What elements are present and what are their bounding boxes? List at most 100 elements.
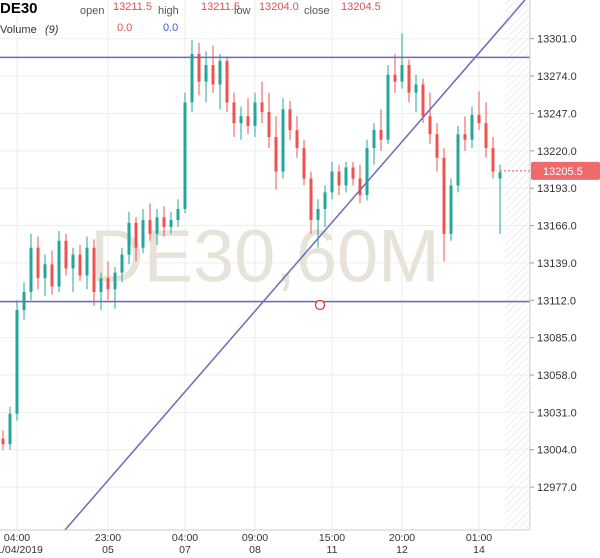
candle-body: [36, 247, 40, 279]
y-tick-label: 13085.0: [537, 333, 577, 345]
candle-body: [64, 240, 68, 269]
price-label: 13205.5: [543, 166, 583, 178]
candle-body: [148, 220, 152, 234]
y-tick-label: 13166.0: [537, 221, 577, 233]
candle-body: [421, 84, 425, 117]
candle-body: [295, 130, 299, 149]
value: 0.0: [163, 22, 178, 34]
label: (9): [45, 24, 59, 36]
candle-body: [351, 167, 355, 179]
x-tick-label: 09:00: [242, 532, 268, 544]
label: high: [158, 5, 179, 17]
y-tick-label: 13301.0: [537, 34, 577, 46]
candle-body: [50, 264, 54, 287]
value: 13211.5: [201, 1, 240, 13]
value: 13204.0: [259, 1, 299, 13]
candle-body: [239, 116, 243, 124]
y-tick-label: 13058.0: [537, 370, 577, 382]
candle-body: [365, 148, 369, 196]
candle-body: [169, 220, 173, 227]
candle-body: [386, 74, 390, 140]
candle-body: [435, 134, 439, 158]
price-badge: [531, 161, 600, 180]
candle-body: [190, 53, 194, 103]
x-tick-label: 01:00: [466, 532, 492, 544]
anchor-handle[interactable]: [314, 299, 326, 311]
y-tick-label: 13004.0: [537, 445, 577, 457]
candle-body: [274, 136, 278, 172]
future-zone: [505, 0, 530, 530]
candle-body: [267, 112, 271, 137]
y-tick-label: 13112.0: [537, 295, 576, 307]
trend-line: [64, 0, 526, 531]
candle-body: [498, 172, 502, 179]
candle-body: [379, 130, 383, 140]
x-tick-label: 05: [102, 544, 114, 556]
x-tick-label: 07: [179, 544, 191, 556]
candle-body: [463, 134, 467, 140]
candle-body: [337, 171, 341, 186]
candle-body: [393, 74, 397, 82]
candle-body: [442, 157, 446, 234]
candle-body: [134, 222, 138, 248]
candle-body: [113, 272, 117, 290]
watermark: DE30,60M: [90, 215, 440, 298]
candle-body: [162, 217, 166, 227]
candle-body: [183, 102, 187, 209]
candle-body: [288, 109, 292, 131]
candle-body: [197, 53, 201, 82]
candle-body: [260, 102, 264, 113]
symbol: DE30: [0, 0, 38, 17]
x-tick-label: 08: [249, 544, 261, 556]
candle-body: [456, 134, 460, 186]
candle-body: [477, 114, 481, 124]
candle-body: [407, 65, 411, 93]
candle-body: [491, 148, 495, 172]
candle-body: [225, 60, 229, 103]
candle-body: [120, 254, 124, 273]
candle-body: [78, 254, 82, 276]
candle-body: [309, 178, 313, 221]
candle-body: [211, 65, 215, 85]
label: low: [234, 5, 251, 17]
candle-body: [57, 240, 61, 287]
candle-body: [470, 114, 474, 140]
label: open: [80, 5, 104, 17]
y-tick-label: 13247.0: [537, 108, 577, 120]
value: 13211.5: [113, 1, 152, 13]
candle-body: [281, 109, 285, 172]
y-tick-label: 13274.0: [537, 71, 577, 83]
candle-body: [344, 167, 348, 186]
candle-body: [43, 264, 47, 279]
header: DE30 open 13211.5 high 13211.5 low 13204…: [0, 0, 381, 36]
value: 13204.5: [341, 1, 381, 13]
candle-body: [141, 220, 145, 248]
candle-body: [127, 222, 131, 255]
x-tick-label: 11: [327, 544, 338, 556]
x-tick-label: 14: [473, 544, 485, 556]
candle-body: [358, 178, 362, 196]
candle-body: [414, 84, 418, 93]
candle-body: [330, 171, 334, 193]
candle-body: [1, 438, 5, 445]
candle-body: [400, 65, 404, 82]
y-tick-label: 13139.0: [537, 258, 577, 270]
x-tick-label: 04:00: [172, 532, 198, 544]
candle-body: [232, 102, 236, 124]
candle-body: [15, 309, 19, 414]
candle-body: [316, 208, 320, 221]
x-tick-label: 23:00: [95, 532, 121, 544]
candle-body: [302, 148, 306, 179]
candle-body: [106, 278, 110, 290]
candle-body: [85, 247, 89, 276]
candle-body: [204, 65, 208, 82]
candle-body: [71, 254, 75, 269]
candle-body: [372, 130, 376, 149]
candle-body: [246, 116, 250, 126]
x-tick-label: 20:00: [389, 532, 415, 544]
y-tick-label: 13193.0: [537, 183, 577, 195]
candle-body: [29, 247, 33, 292]
candle-body: [218, 60, 222, 85]
candle-body: [253, 102, 257, 126]
